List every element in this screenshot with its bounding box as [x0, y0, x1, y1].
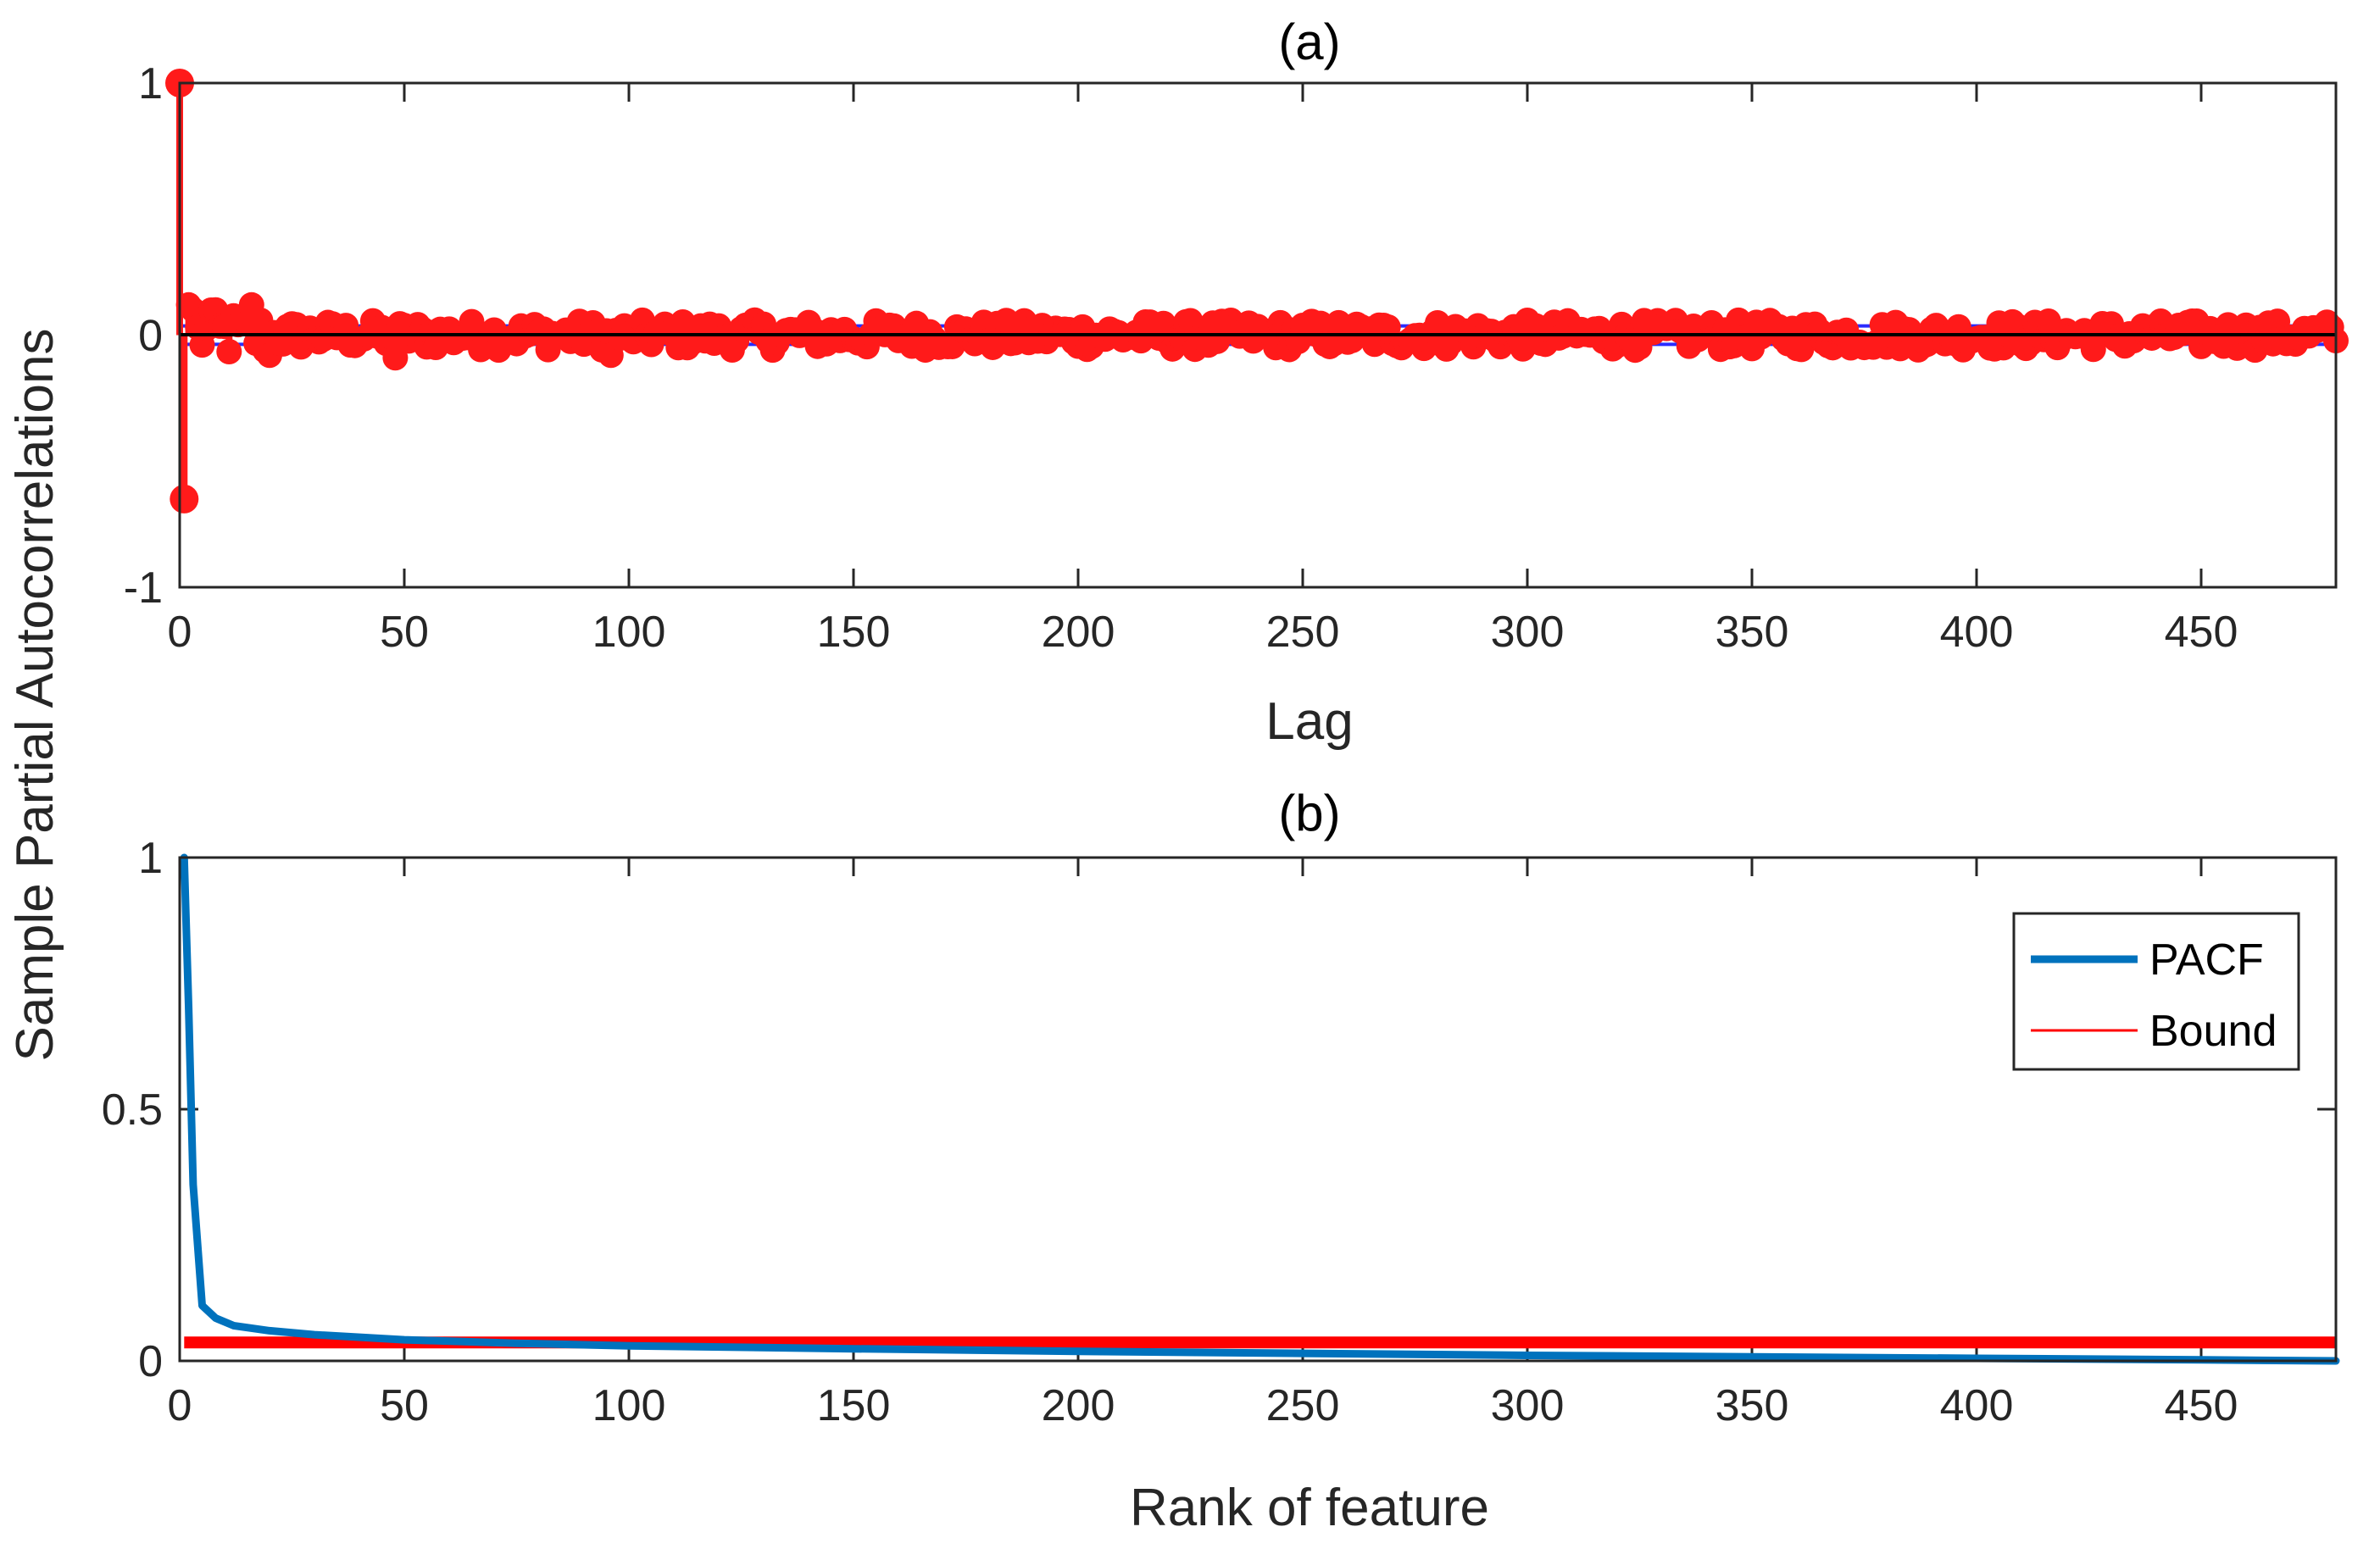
a-y-tick-label: 0 [138, 312, 163, 361]
b-x-tick-label: 450 [2165, 1381, 2238, 1430]
a-x-tick-label: 50 [380, 608, 429, 657]
b-x-tick-label: 100 [592, 1381, 666, 1430]
panel-b-axes-box [178, 856, 2338, 1363]
b-x-tick-label: 50 [380, 1381, 429, 1430]
a-marker [170, 484, 199, 514]
panel-b-x-axis-label: Rank of feature [1130, 1479, 1489, 1537]
panel-b-x-tick-labels: 0 50 100 150 200 250 300 350 400 450 [168, 1381, 2238, 1430]
legend-bound-label: Bound [2149, 1007, 2277, 1056]
b-x-tick-label: 150 [817, 1381, 891, 1430]
legend-box [2012, 912, 2300, 1071]
b-y-tick-label: 1 [138, 834, 163, 883]
b-x-tick-label: 300 [1491, 1381, 1565, 1430]
panel-b-y-tick-labels: 00.51 [102, 834, 163, 1386]
panel-a-axes-box [178, 81, 2338, 589]
a-x-tick-label: 400 [1940, 608, 2014, 657]
a-marker [1308, 310, 1334, 336]
a-marker [216, 338, 242, 364]
a-x-tick-label: 200 [1042, 608, 1115, 657]
b-x-tick-label: 200 [1042, 1381, 1115, 1430]
b-x-tick-label: 400 [1940, 1381, 2014, 1430]
b-x-tick-label: 250 [1266, 1381, 1340, 1430]
a-x-tick-label: 100 [592, 608, 666, 657]
shared-y-axis-label: Sample Partial Autocorrelations [6, 328, 64, 1061]
panel-b-legend: PACF Bound [2012, 912, 2300, 1071]
panel-b-plot-area [180, 858, 2336, 1361]
a-x-tick-label: 450 [2165, 608, 2238, 657]
panel-a-title: (a) [1278, 14, 1340, 70]
a-x-tick-label: 250 [1266, 608, 1340, 657]
b-y-tick-label: 0.5 [102, 1085, 163, 1135]
b-x-tick-label: 350 [1715, 1381, 1789, 1430]
b-x-tick-label: 0 [168, 1381, 192, 1430]
a-marker [1361, 331, 1387, 358]
b-y-tick-label: 0 [138, 1337, 163, 1386]
panel-b-title: (b) [1278, 785, 1340, 841]
a-x-tick-label: 0 [168, 608, 192, 657]
panel-b-pacf-line [180, 853, 2340, 1365]
panel-a: (a) 0 50 100 150 200 250 300 350 400 450 -101 Lag [124, 14, 2349, 751]
panel-a-x-axis-label: Lag [1265, 692, 1353, 751]
panel-a-x-tick-labels: 0 50 100 150 200 250 300 350 400 450 [168, 608, 2238, 657]
legend-pacf-label: PACF [2149, 936, 2264, 985]
a-x-tick-label: 300 [1491, 608, 1565, 657]
a-x-tick-label: 150 [817, 608, 891, 657]
panel-a-y-tick-labels: -1 0 1 [124, 59, 163, 613]
a-x-tick-label: 350 [1715, 608, 1789, 657]
a-y-tick-label: -1 [124, 564, 163, 613]
panel-b: (b) 0 50 100 150 200 250 300 350 400 450 00.51 Ra… [102, 785, 2340, 1537]
a-y-tick-label: 1 [138, 59, 163, 108]
